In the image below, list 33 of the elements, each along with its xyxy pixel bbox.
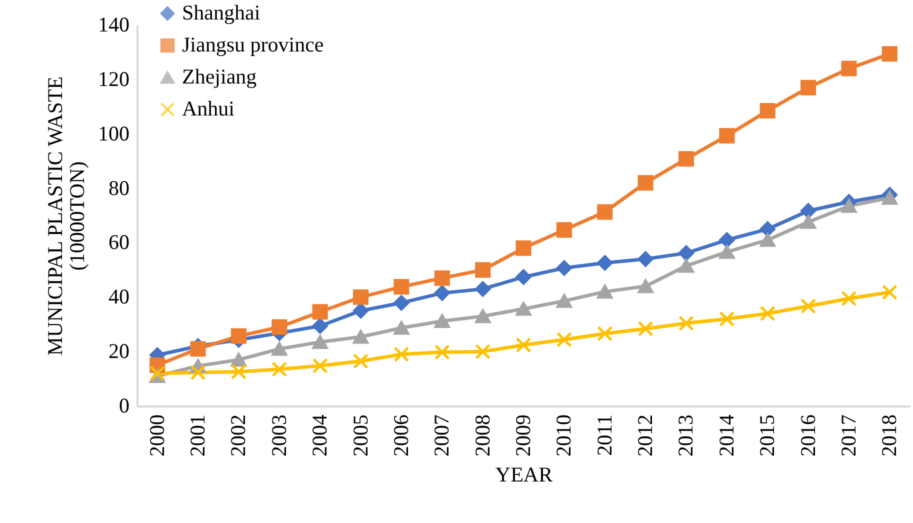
x-tick-label: 2014 bbox=[714, 414, 738, 456]
x-tick-label: 2015 bbox=[755, 414, 780, 456]
x-tick-label: 2006 bbox=[388, 414, 413, 456]
y-tick-label: 120 bbox=[98, 66, 130, 91]
y-tick-label: 60 bbox=[108, 230, 130, 254]
x-tick-label: 2010 bbox=[552, 414, 576, 456]
x-tick-label: 2011 bbox=[592, 414, 616, 456]
legend-label: Jiangsu province bbox=[182, 32, 324, 56]
y-tick-label: 140 bbox=[98, 12, 130, 36]
x-tick-label: 2003 bbox=[266, 414, 291, 456]
y-axis-title: MUNICIPAL PLASTIC WASTE (10000TON) bbox=[43, 76, 89, 356]
x-tick-label: 2017 bbox=[836, 414, 860, 456]
y-tick-label: 0 bbox=[119, 394, 130, 418]
y-tick-label: 100 bbox=[98, 121, 130, 146]
x-tick-label: 2005 bbox=[348, 414, 372, 456]
x-tick-label: 2001 bbox=[186, 414, 210, 456]
x-tick-label: 2000 bbox=[144, 414, 169, 456]
x-tick-label: 2013 bbox=[674, 414, 698, 456]
x-tick-label: 2018 bbox=[877, 414, 902, 456]
x-tick-label: 2004 bbox=[308, 414, 332, 456]
legend-label: Shanghai bbox=[182, 0, 260, 24]
x-tick-label: 2016 bbox=[796, 414, 820, 456]
x-tick-label: 2007 bbox=[430, 414, 454, 456]
legend-label: Zhejiang bbox=[182, 64, 258, 88]
y-tick-label: 40 bbox=[108, 284, 130, 309]
x-tick-label: 2009 bbox=[511, 414, 535, 456]
x-tick-label: 2012 bbox=[633, 414, 658, 456]
y-tick-label: 20 bbox=[108, 339, 130, 364]
x-axis-title: YEAR bbox=[495, 462, 553, 486]
x-tick-label: 2008 bbox=[470, 414, 494, 456]
x-tick-label: 2002 bbox=[226, 414, 250, 456]
legend-label: Anhui bbox=[182, 96, 235, 120]
y-tick-label: 80 bbox=[108, 176, 130, 200]
